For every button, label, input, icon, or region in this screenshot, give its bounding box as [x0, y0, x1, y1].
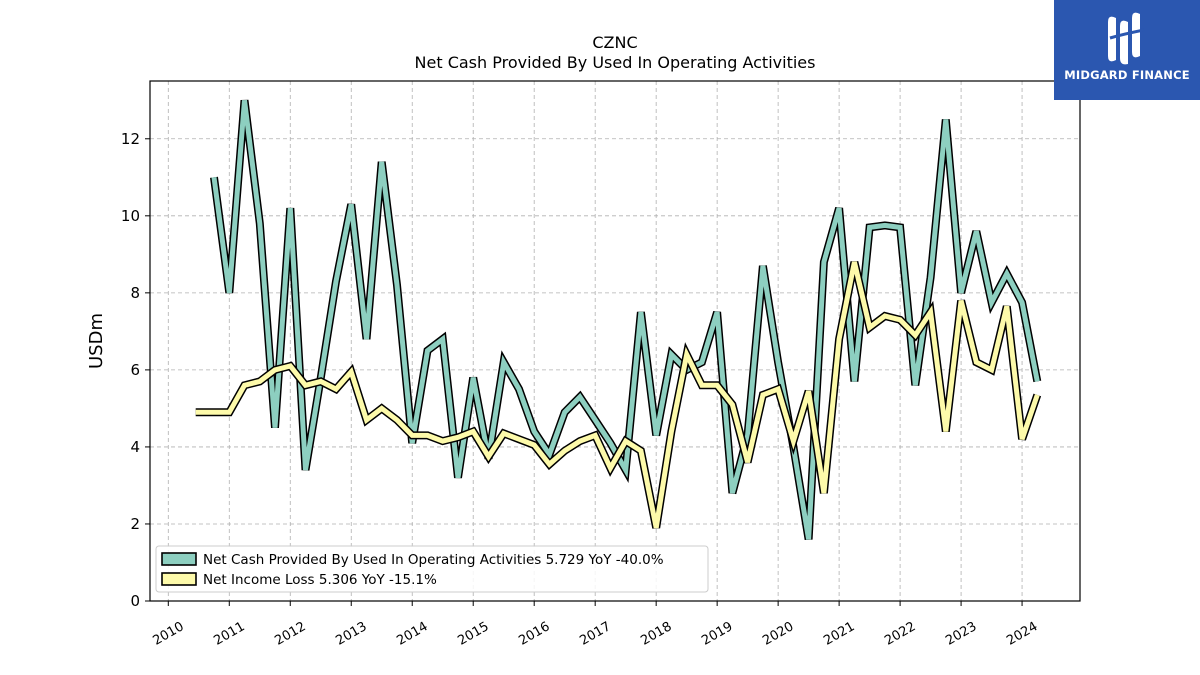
x-tick-label: 2015 — [455, 619, 491, 649]
y-tick-label: 0 — [130, 592, 140, 610]
series-0-line — [211, 99, 1040, 540]
legend-swatch-0 — [161, 552, 197, 566]
x-tick-label: 2016 — [516, 619, 552, 649]
y-tick-label: 12 — [121, 130, 140, 148]
chart-title: CZNC — [592, 33, 637, 52]
legend-swatch-1 — [161, 572, 197, 586]
x-tick-label: 2014 — [394, 619, 430, 649]
legend-box — [155, 545, 709, 593]
x-tick-label: 2020 — [760, 619, 796, 649]
chart-subtitle: Net Cash Provided By Used In Operating A… — [415, 53, 816, 72]
y-tick-label: 10 — [121, 207, 140, 225]
y-tick-label: 4 — [130, 438, 140, 456]
legend: Net Cash Provided By Used In Operating A… — [155, 545, 709, 593]
legend-label-0: Net Cash Provided By Used In Operating A… — [203, 552, 664, 568]
x-tick-label: 2024 — [1004, 619, 1040, 649]
series-layer — [195, 99, 1042, 541]
x-tick-label: 2011 — [211, 619, 247, 649]
series-1-line — [195, 261, 1040, 529]
y-tick-label: 2 — [130, 515, 140, 533]
x-tick-label: 2023 — [943, 619, 979, 649]
x-tick-label: 2010 — [150, 619, 186, 649]
brand-name: MIDGARD FINANCE — [1064, 68, 1190, 82]
x-tick-label: 2021 — [821, 619, 857, 649]
x-tick-label: 2022 — [882, 619, 918, 649]
x-tick-label: 2018 — [638, 619, 674, 649]
y-tick-label: 8 — [130, 284, 140, 302]
y-axis-label: USDm — [86, 313, 107, 369]
y-tick-label: 6 — [130, 361, 140, 379]
brand-logo: MIDGARD FINANCE — [1054, 0, 1200, 100]
legend-label-1: Net Income Loss 5.306 YoY -15.1% — [203, 572, 437, 588]
x-tick-label: 2019 — [699, 619, 735, 649]
x-tick-label: 2017 — [577, 619, 613, 649]
x-tick-label: 2012 — [272, 619, 308, 649]
plot-area-frame — [149, 80, 1081, 602]
x-tick-label: 2013 — [333, 619, 369, 649]
midgard-logo-icon — [1108, 12, 1145, 65]
